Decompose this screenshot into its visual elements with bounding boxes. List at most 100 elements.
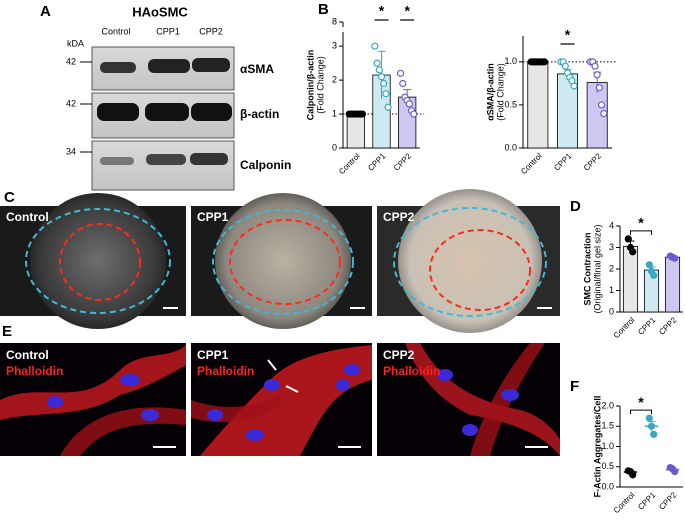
y-tick-label: 0.0 (601, 481, 614, 491)
y-axis-label: SMC Contraction (582, 233, 592, 306)
y-tick-label: 2 (332, 74, 337, 84)
fluorescence-images (0, 343, 560, 456)
panel-label: D (570, 198, 581, 215)
lane-label: Control (101, 26, 130, 36)
significance-star: * (638, 394, 644, 410)
x-tick-label: CPP2 (657, 315, 679, 337)
data-point (650, 271, 658, 280)
image-label: CPP1 (197, 348, 229, 362)
data-point (410, 110, 418, 118)
data-point (380, 79, 388, 88)
data-point (382, 90, 390, 98)
image-label: Control (6, 210, 49, 224)
x-tick-label: Control (612, 315, 637, 340)
panel-label: C (4, 189, 15, 206)
data-point (371, 42, 379, 50)
x-tick-label: CPP1 (636, 490, 658, 512)
data-point (405, 100, 413, 108)
y-tick-label: 0 (332, 142, 337, 152)
significance-star: * (379, 3, 385, 19)
protein-label: β-actin (240, 107, 279, 121)
y-tick-label: 2.0 (601, 400, 614, 410)
x-tick-label: Control (337, 151, 362, 176)
bar (527, 61, 549, 149)
data-point (540, 58, 549, 66)
y-tick-label: 2 (609, 263, 614, 273)
panel-label: F (570, 378, 579, 395)
data-point (373, 59, 381, 67)
x-tick-label: Control (612, 490, 637, 515)
y-axis-label: (Fold Change) (495, 63, 505, 121)
y-axis-label: F-Actin Aggregates/Cell (592, 396, 602, 498)
protein-label: αSMA (240, 62, 274, 76)
data-point (561, 62, 569, 70)
y-tick-label: 8 (332, 16, 337, 26)
blots (80, 46, 235, 191)
y-tick-label: 3 (332, 41, 337, 51)
data-point (629, 248, 637, 256)
lane-label: CPP2 (199, 26, 223, 36)
kda-label: kDA (67, 38, 84, 48)
significance-bracket (630, 409, 652, 415)
x-tick-label: CPP2 (657, 490, 679, 512)
kda-marker: 42 (66, 98, 76, 108)
data-point (399, 79, 407, 88)
data-point (671, 254, 679, 262)
stain-label: Phalloidin (197, 364, 254, 378)
data-point (629, 471, 637, 479)
data-point (396, 69, 405, 77)
y-tick-label: 0.5 (601, 461, 614, 471)
y-tick-label: 1.5 (601, 421, 614, 431)
lane-label: CPP1 (156, 26, 180, 36)
data-point (375, 66, 383, 74)
data-point (600, 109, 608, 118)
blot-title: HAoSMC (132, 4, 188, 19)
data-point (591, 62, 599, 70)
data-point (645, 414, 653, 422)
y-tick-label: 1.0 (601, 441, 614, 451)
protein-label: Calponin (240, 158, 291, 172)
panel-label: E (2, 323, 12, 340)
y-axis-label: Calponin/β-actin (305, 50, 315, 121)
y-axis-label: (Fold Change) (315, 56, 325, 114)
image-label: CPP1 (197, 210, 229, 224)
panel-label: A (40, 3, 51, 20)
y-axis-label: αSMA/β-actin (485, 63, 495, 121)
x-tick-label: Control (519, 151, 544, 176)
kda-marker: 34 (66, 146, 76, 156)
significance-star: * (404, 3, 410, 19)
gel-images (0, 189, 560, 333)
data-point (358, 110, 367, 118)
bar (664, 256, 681, 313)
y-tick-label: 0.0 (504, 142, 517, 152)
data-point (377, 73, 386, 81)
data-point (595, 84, 603, 92)
data-point (593, 71, 601, 79)
x-tick-label: CPP1 (636, 315, 658, 337)
y-tick-label: 4 (609, 220, 614, 230)
data-point (570, 82, 578, 90)
data-point (597, 101, 606, 109)
y-tick-label: 3 (609, 242, 614, 252)
data-point (624, 235, 632, 243)
data-point (671, 468, 679, 476)
y-tick-label: 0.5 (504, 99, 517, 109)
data-point (650, 430, 658, 438)
y-tick-label: 1.0 (504, 56, 517, 66)
y-axis-label: (Original/final gel size) (592, 224, 602, 313)
x-tick-label: CPP1 (366, 151, 388, 173)
image-label: CPP2 (383, 348, 415, 362)
x-tick-label: CPP2 (582, 151, 604, 173)
significance-bracket (630, 230, 652, 235)
significance-star: * (638, 215, 644, 231)
x-tick-label: CPP1 (552, 151, 574, 173)
data-point (645, 261, 653, 269)
kda-marker: 42 (66, 56, 76, 66)
image-label: CPP2 (383, 210, 415, 224)
y-tick-label: 0 (609, 306, 614, 316)
bar (346, 113, 365, 149)
significance-star: * (565, 27, 571, 43)
bar (622, 246, 639, 313)
stain-label: Phalloidin (383, 364, 440, 378)
